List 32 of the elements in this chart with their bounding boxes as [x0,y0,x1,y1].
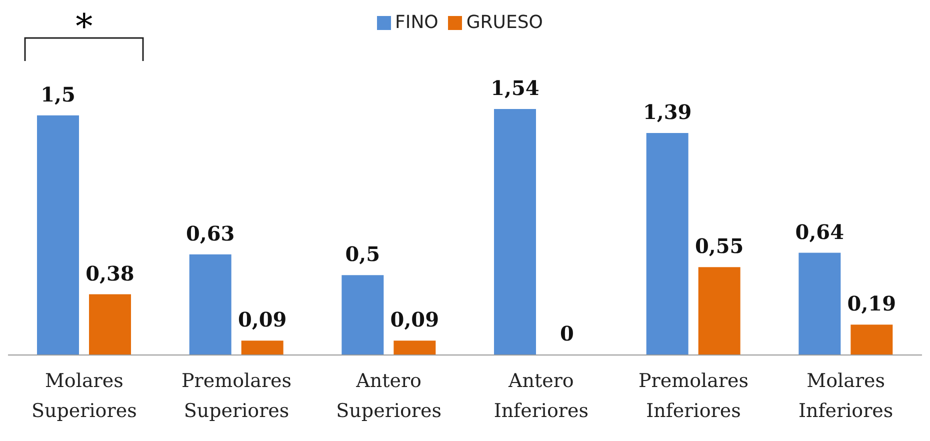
data-label: 1,54 [490,76,540,100]
data-label: 0,09 [390,308,440,332]
data-label: 0,55 [694,234,744,258]
bar [850,324,893,355]
data-label: 0,09 [238,308,287,332]
data-label: 0,5 [345,242,380,266]
x-tick-label: Premolares Superiores [181,370,292,422]
bar [189,254,232,355]
bar [89,294,131,355]
data-label: 1,5 [40,82,76,106]
bar [37,115,79,355]
text: * [74,7,94,47]
x-tick-label: Premolares Inferiores [638,370,749,422]
bar [342,275,384,355]
legend-label: GRUESO [466,12,543,33]
bar [494,109,536,355]
x-tick-label: Antero Inferiores [494,370,589,422]
data-label: 0,19 [847,292,896,316]
bar [698,267,740,355]
bar [646,132,688,355]
legend-label: FINO [395,12,438,33]
bar [241,340,284,355]
x-tick-label: Molares Inferiores [798,370,894,422]
data-label: 1,39 [642,100,692,124]
x-tick-label: Molares Superiores [31,370,137,422]
data-label: 0,38 [86,261,134,286]
data-label: 0,64 [795,220,844,244]
data-label: 0 [560,322,574,346]
bar [798,252,841,355]
bar [394,340,436,355]
data-label: 0,63 [186,221,235,246]
x-tick-label: Antero Superiores [336,370,442,422]
